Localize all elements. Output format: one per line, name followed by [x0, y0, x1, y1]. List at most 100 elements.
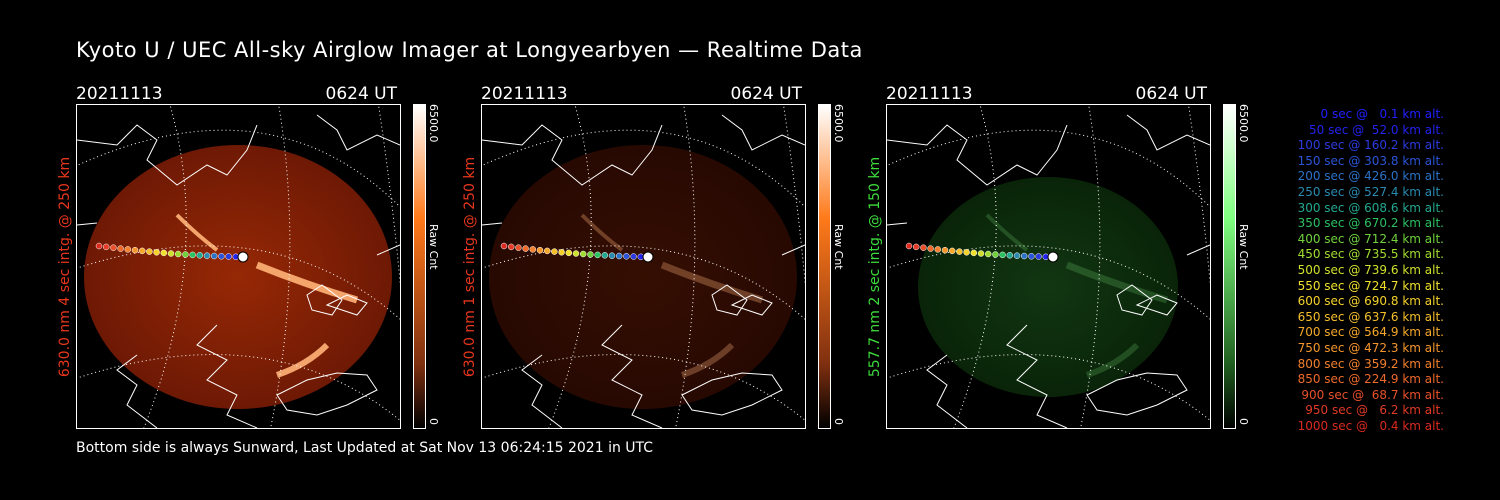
coastline — [730, 294, 773, 316]
coastline — [77, 124, 258, 186]
trajectory-point — [1006, 252, 1014, 259]
colorbar-unit-text: Raw Cnt — [832, 224, 845, 270]
airglow-disk — [84, 145, 392, 409]
panel-date: 20211113 — [481, 84, 568, 104]
legend-row: 400 sec @ 712.4 km alt. — [1297, 231, 1444, 246]
colorbar — [413, 104, 426, 429]
page-title: Kyoto U / UEC All-sky Airglow Imager at … — [76, 38, 863, 62]
graticule-line — [77, 354, 400, 421]
colorbar-max-text: 6500.0 — [832, 104, 845, 143]
legend-row: 650 sec @ 637.6 km alt. — [1297, 309, 1444, 324]
panel-time: 0624 UT — [1135, 84, 1208, 104]
coastline — [601, 324, 663, 428]
trajectory-point — [124, 246, 132, 253]
coastline — [1135, 294, 1178, 316]
trajectory-point — [146, 248, 153, 255]
coastline — [325, 294, 368, 316]
trajectory-point — [587, 251, 594, 258]
coastline — [376, 244, 400, 256]
aurora-arc — [1086, 342, 1140, 378]
ylabel-text: 630.0 nm 1 sec intg. @ 250 km — [462, 156, 478, 377]
legend-row: 350 sec @ 670.2 km alt. — [1297, 216, 1444, 231]
trajectory-point — [572, 250, 580, 257]
trajectory-point — [522, 245, 529, 252]
aurora-arc — [255, 261, 359, 304]
coastline — [306, 284, 343, 316]
airglow-disk — [489, 145, 797, 409]
legend-row: 0 sec @ 0.1 km alt. — [1320, 107, 1445, 121]
trajectory-point — [615, 252, 623, 260]
graticule-line — [270, 105, 291, 428]
trajectory-point — [992, 251, 999, 258]
colorbar-min-text: 0 — [427, 418, 440, 425]
coastline — [196, 324, 258, 428]
graticule-line — [675, 105, 696, 428]
aurora-arc — [276, 342, 330, 378]
trajectory-point — [977, 250, 985, 257]
trajectory-point — [579, 250, 587, 258]
trajectory-point — [182, 251, 189, 258]
colorbar-max-text: 6500.0 — [1237, 104, 1250, 143]
trajectory-point — [623, 253, 630, 260]
coastline — [316, 114, 400, 151]
colorbar — [1223, 104, 1236, 429]
trajectory-point — [500, 242, 508, 250]
trajectory-point — [1020, 252, 1028, 260]
legend-row: 700 sec @ 564.9 km alt. — [1297, 325, 1444, 340]
ylabel-text: 557.7 nm 2 sec intg. @ 150 km — [867, 156, 883, 377]
trajectory-point — [536, 246, 544, 254]
trajectory-point — [203, 252, 211, 259]
coastline — [1186, 244, 1210, 256]
allsky-image — [76, 104, 401, 429]
airglow-disk — [918, 177, 1178, 397]
trajectory-point — [565, 249, 573, 257]
trajectory-point — [948, 247, 956, 255]
trajectory-point — [543, 247, 551, 255]
graticule-line — [143, 105, 187, 428]
trajectory-point — [1028, 253, 1035, 260]
coastline — [1006, 324, 1068, 428]
trajectory-point — [110, 244, 117, 251]
trajectory-point — [594, 251, 601, 259]
trajectory-point — [1013, 252, 1021, 259]
legend-row: 800 sec @ 359.2 km alt. — [1297, 356, 1444, 371]
panel-date: 20211113 — [886, 84, 973, 104]
trajectory-point — [941, 246, 949, 254]
legend-row: 200 sec @ 426.0 km alt. — [1297, 169, 1444, 184]
trajectory-point — [551, 248, 558, 255]
allsky-image — [886, 104, 1211, 429]
trajectory-point — [970, 249, 978, 257]
launch-site-marker — [642, 251, 654, 263]
launch-site-marker — [237, 251, 249, 263]
panel-557-2sec: 20211113 0624 UT 557.7 nm 2 sec intg. @ … — [867, 84, 1258, 434]
panel-time: 0624 UT — [730, 84, 803, 104]
legend-row: 100 sec @ 160.2 km alt. — [1297, 138, 1444, 153]
trajectory-point — [95, 242, 103, 250]
trajectory-point — [529, 246, 537, 253]
trajectory-point — [138, 247, 146, 255]
legend-row: 50 sec @ 52.0 km alt. — [1309, 122, 1444, 137]
coastline — [1116, 284, 1153, 316]
aurora-arc — [681, 342, 735, 378]
panel-ylabel: 630.0 nm 1 sec intg. @ 250 km — [461, 104, 479, 429]
trajectory-point — [934, 246, 942, 253]
panel-630-4sec: 20211113 0624 UT 630.0 nm 4 sec intg. @ … — [57, 84, 448, 434]
aurora-arc — [1065, 261, 1169, 304]
legend-row: 950 sec @ 6.2 km alt. — [1305, 403, 1444, 418]
legend-row: 500 sec @ 739.6 km alt. — [1297, 262, 1444, 277]
ylabel-text: 630.0 nm 4 sec intg. @ 250 km — [57, 156, 73, 377]
colorbar — [818, 104, 831, 429]
legend-row: 750 sec @ 472.3 km alt. — [1297, 340, 1444, 355]
coastline — [1086, 372, 1188, 416]
coastline — [887, 124, 1068, 186]
trajectory-point — [905, 242, 913, 250]
trajectory-point — [1035, 253, 1042, 260]
footer-note: Bottom side is always Sunward, Last Upda… — [76, 440, 654, 456]
colorbar-max-text: 6500.0 — [427, 104, 440, 143]
trajectory-point — [601, 252, 609, 259]
coastline — [482, 124, 663, 186]
graticule-line — [482, 354, 805, 421]
coastline — [1126, 114, 1210, 151]
trajectory-point — [196, 252, 204, 259]
coastline — [276, 372, 378, 416]
